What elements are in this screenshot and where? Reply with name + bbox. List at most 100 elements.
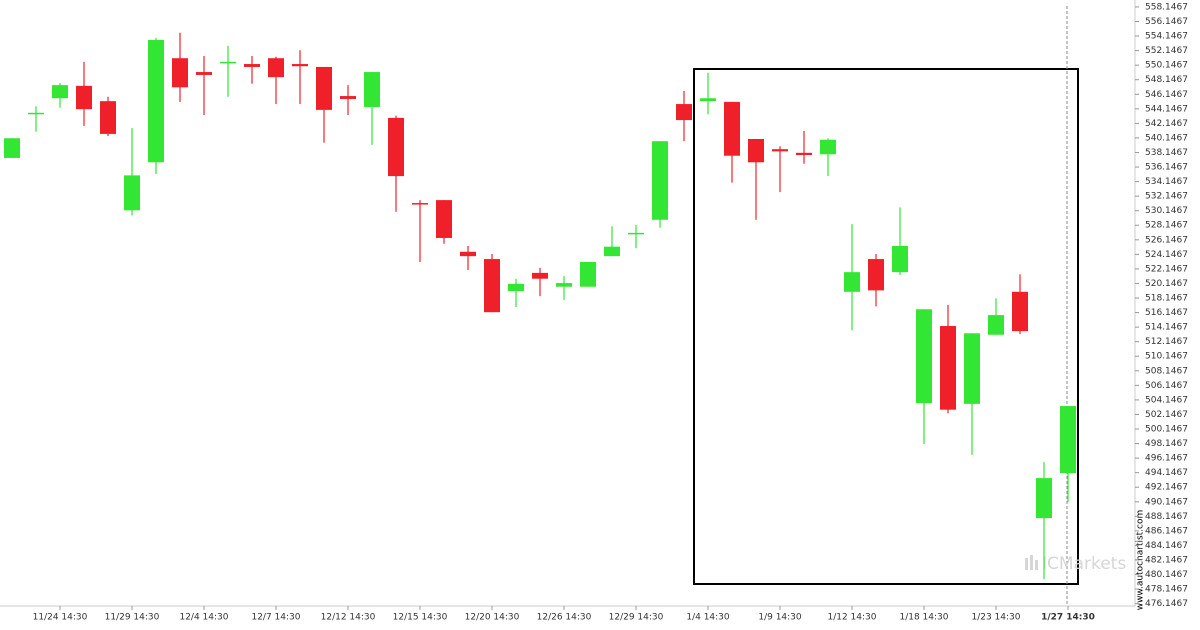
- candle-body: [724, 101, 740, 156]
- y-tick-label: 516.1467: [1145, 308, 1188, 318]
- x-tick-label: 12/20 14:30: [465, 613, 520, 623]
- y-tick-label: 512.1467: [1145, 337, 1188, 347]
- candle-body: [676, 104, 692, 121]
- y-tick-label: 478.1467: [1145, 585, 1188, 595]
- candle-body: [148, 40, 164, 163]
- y-tick-label: 526.1467: [1145, 235, 1188, 245]
- y-tick-label: 484.1467: [1145, 541, 1188, 551]
- x-tick-label: 1/23 14:30: [971, 613, 1020, 623]
- y-tick-label: 510.1467: [1145, 352, 1188, 362]
- y-tick-label: 508.1467: [1145, 366, 1188, 376]
- x-tick-label: 1/4 14:30: [686, 613, 730, 623]
- y-tick-label: 486.1467: [1145, 526, 1188, 536]
- y-tick-label: 556.1467: [1145, 17, 1188, 27]
- candle-body: [772, 149, 788, 152]
- candle-body: [508, 283, 524, 292]
- candle-body: [436, 200, 452, 238]
- y-tick-label: 490.1467: [1145, 497, 1188, 507]
- candle-body: [868, 259, 884, 291]
- candle-body: [652, 141, 668, 220]
- y-tick-label: 540.1467: [1145, 133, 1188, 143]
- candle-body: [220, 61, 236, 64]
- y-tick-label: 518.1467: [1145, 294, 1188, 304]
- y-tick-label: 488.1467: [1145, 512, 1188, 522]
- candle-body: [748, 138, 764, 163]
- x-tick-label: 1/18 14:30: [899, 613, 948, 623]
- y-tick-label: 504.1467: [1145, 395, 1188, 405]
- candle-body: [28, 112, 44, 115]
- watermark: ICMarkets: [1042, 554, 1126, 574]
- y-tick-label: 530.1467: [1145, 206, 1188, 216]
- candle-body: [172, 58, 188, 88]
- logo: ICMarkets: [1025, 554, 1126, 574]
- candle-body: [988, 315, 1004, 335]
- candle-body: [796, 152, 812, 156]
- y-tick-label: 538.1467: [1145, 148, 1188, 158]
- candle-body: [100, 101, 116, 134]
- candle-body: [484, 259, 500, 313]
- candle-body: [244, 64, 260, 67]
- x-tick-label: 12/15 14:30: [393, 613, 448, 623]
- y-tick-label: 496.1467: [1145, 454, 1188, 464]
- candle-body: [52, 85, 68, 99]
- candle-body: [532, 272, 548, 279]
- candle-body: [460, 251, 476, 257]
- candle-body: [76, 85, 92, 110]
- candle-body: [892, 245, 908, 273]
- candle-body: [268, 58, 284, 78]
- x-tick-label: 12/7 14:30: [251, 613, 300, 623]
- x-tick-label: 12/12 14:30: [321, 613, 376, 623]
- source: www.autochartist.com: [1136, 510, 1146, 611]
- x-tick-label: 1/9 14:30: [758, 613, 802, 623]
- y-tick-label: 554.1467: [1145, 32, 1188, 42]
- candle-body: [1060, 406, 1076, 474]
- y-tick-label: 548.1467: [1145, 75, 1188, 85]
- y-tick-label: 498.1467: [1145, 439, 1188, 449]
- candle-body: [4, 138, 20, 158]
- y-tick-label: 534.1467: [1145, 177, 1188, 187]
- y-tick-label: 544.1467: [1145, 104, 1188, 114]
- y-tick-label: 494.1467: [1145, 468, 1188, 478]
- y-tick-label: 492.1467: [1145, 483, 1188, 493]
- y-tick-label: 524.1467: [1145, 250, 1188, 260]
- x-tick-label: 11/24 14:30: [33, 613, 88, 623]
- candle-body: [700, 98, 716, 102]
- x-tick-label: 12/4 14:30: [179, 613, 228, 623]
- y-tick-label: 506.1467: [1145, 381, 1188, 391]
- y-tick-label: 482.1467: [1145, 555, 1188, 565]
- x-tick-label: 12/29 14:30: [609, 613, 664, 623]
- y-tick-label: 476.1467: [1145, 599, 1188, 609]
- y-tick-label: 550.1467: [1145, 61, 1188, 71]
- candle-body: [292, 64, 308, 67]
- y-tick-label: 552.1467: [1145, 46, 1188, 56]
- y-tick-label: 520.1467: [1145, 279, 1188, 289]
- candle-body: [124, 175, 140, 211]
- candle-body: [628, 232, 644, 235]
- y-tick-label: 500.1467: [1145, 425, 1188, 435]
- candle-body: [940, 326, 956, 410]
- candle-body: [340, 96, 356, 99]
- x-tick-label: 12/26 14:30: [537, 613, 592, 623]
- y-tick-label: 502.1467: [1145, 410, 1188, 420]
- x-tick-label: 1/27 14:30: [1041, 613, 1095, 623]
- candle-body: [412, 203, 428, 205]
- pattern-box: [693, 68, 1079, 585]
- y-tick-label: 522.1467: [1145, 264, 1188, 274]
- candle-body: [196, 72, 212, 75]
- candle-body: [844, 272, 860, 292]
- candle-body: [580, 261, 596, 287]
- candle-body: [364, 72, 380, 107]
- candle-body: [820, 139, 836, 155]
- candle-body: [604, 246, 620, 257]
- y-tick-label: 514.1467: [1145, 323, 1188, 333]
- candle-body: [1036, 478, 1052, 519]
- y-tick-label: 546.1467: [1145, 90, 1188, 100]
- candle-body: [964, 333, 980, 404]
- candle-body: [388, 117, 404, 177]
- y-tick-label: 542.1467: [1145, 119, 1188, 129]
- y-tick-label: 558.1467: [1145, 2, 1188, 12]
- y-tick-label: 532.1467: [1145, 192, 1188, 202]
- candle-body: [916, 309, 932, 404]
- y-tick-label: 480.1467: [1145, 570, 1188, 580]
